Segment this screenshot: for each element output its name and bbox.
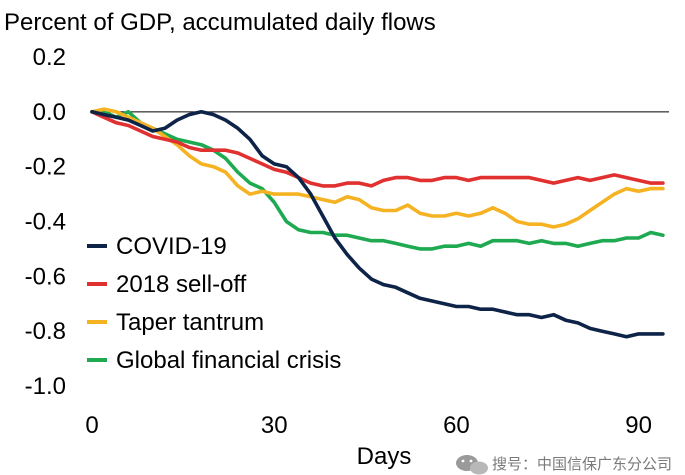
wechat-icon [456,455,488,475]
x-tick-label: 30 [261,412,288,439]
series-line-2018-sell-off [90,110,665,188]
y-tick-label: -0.6 [25,263,66,290]
x-tick-labels: 0 30 60 90 [85,412,652,439]
legend-label: COVID-19 [116,233,227,260]
legend-label: Global financial crisis [116,347,341,374]
series-line-taper-tantrum [90,107,665,229]
chart-title: Percent of GDP, accumulated daily flows [4,9,436,36]
legend-label: Taper tantrum [116,309,264,336]
series-layer [90,107,665,339]
watermark: 搜号：中国信保广东分公司 [456,455,672,475]
y-tick-label: -0.8 [25,318,66,345]
y-tick-label: -0.2 [25,154,66,181]
series-line-global-financial-crisis [90,110,665,251]
legend-label: 2018 sell-off [116,271,247,298]
series-line-covid-19 [90,110,665,339]
y-tick-label: -1.0 [25,373,66,400]
x-tick-label: 90 [625,412,652,439]
y-tick-label: -0.4 [25,209,66,236]
x-tick-label: 60 [443,412,470,439]
legend: COVID-19 2018 sell-off Taper tantrum Global… [87,233,341,374]
x-tick-label: 0 [85,412,98,439]
y-tick-label: 0.0 [33,99,66,126]
y-tick-label: 0.2 [33,44,66,71]
watermark-text: 搜号：中国信保广东分公司 [492,456,672,473]
y-tick-labels: 0.2 0.0 -0.2 -0.4 -0.6 -0.8 -1.0 [25,44,66,400]
x-axis-label: Days [357,443,412,470]
